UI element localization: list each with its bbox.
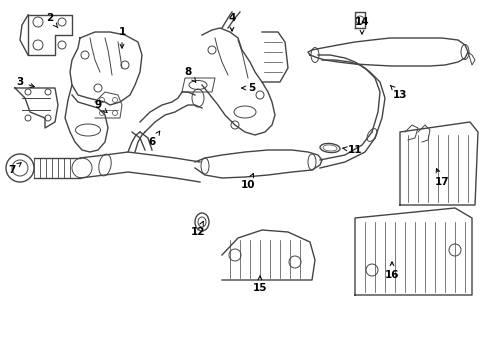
Text: 7: 7 [8, 163, 21, 175]
Text: 11: 11 [342, 145, 362, 155]
Text: 17: 17 [434, 168, 448, 187]
Text: 16: 16 [384, 262, 398, 280]
Text: 15: 15 [252, 276, 267, 293]
Text: 4: 4 [228, 13, 235, 31]
Text: 10: 10 [240, 174, 255, 190]
Text: 12: 12 [190, 221, 205, 237]
Text: 14: 14 [354, 17, 368, 34]
Text: 3: 3 [16, 77, 34, 87]
Text: 1: 1 [118, 27, 125, 48]
Text: 2: 2 [46, 13, 58, 28]
Text: 6: 6 [148, 131, 160, 147]
Text: 5: 5 [242, 83, 255, 93]
Text: 13: 13 [389, 85, 407, 100]
Text: 8: 8 [184, 67, 195, 82]
Text: 9: 9 [94, 100, 107, 113]
